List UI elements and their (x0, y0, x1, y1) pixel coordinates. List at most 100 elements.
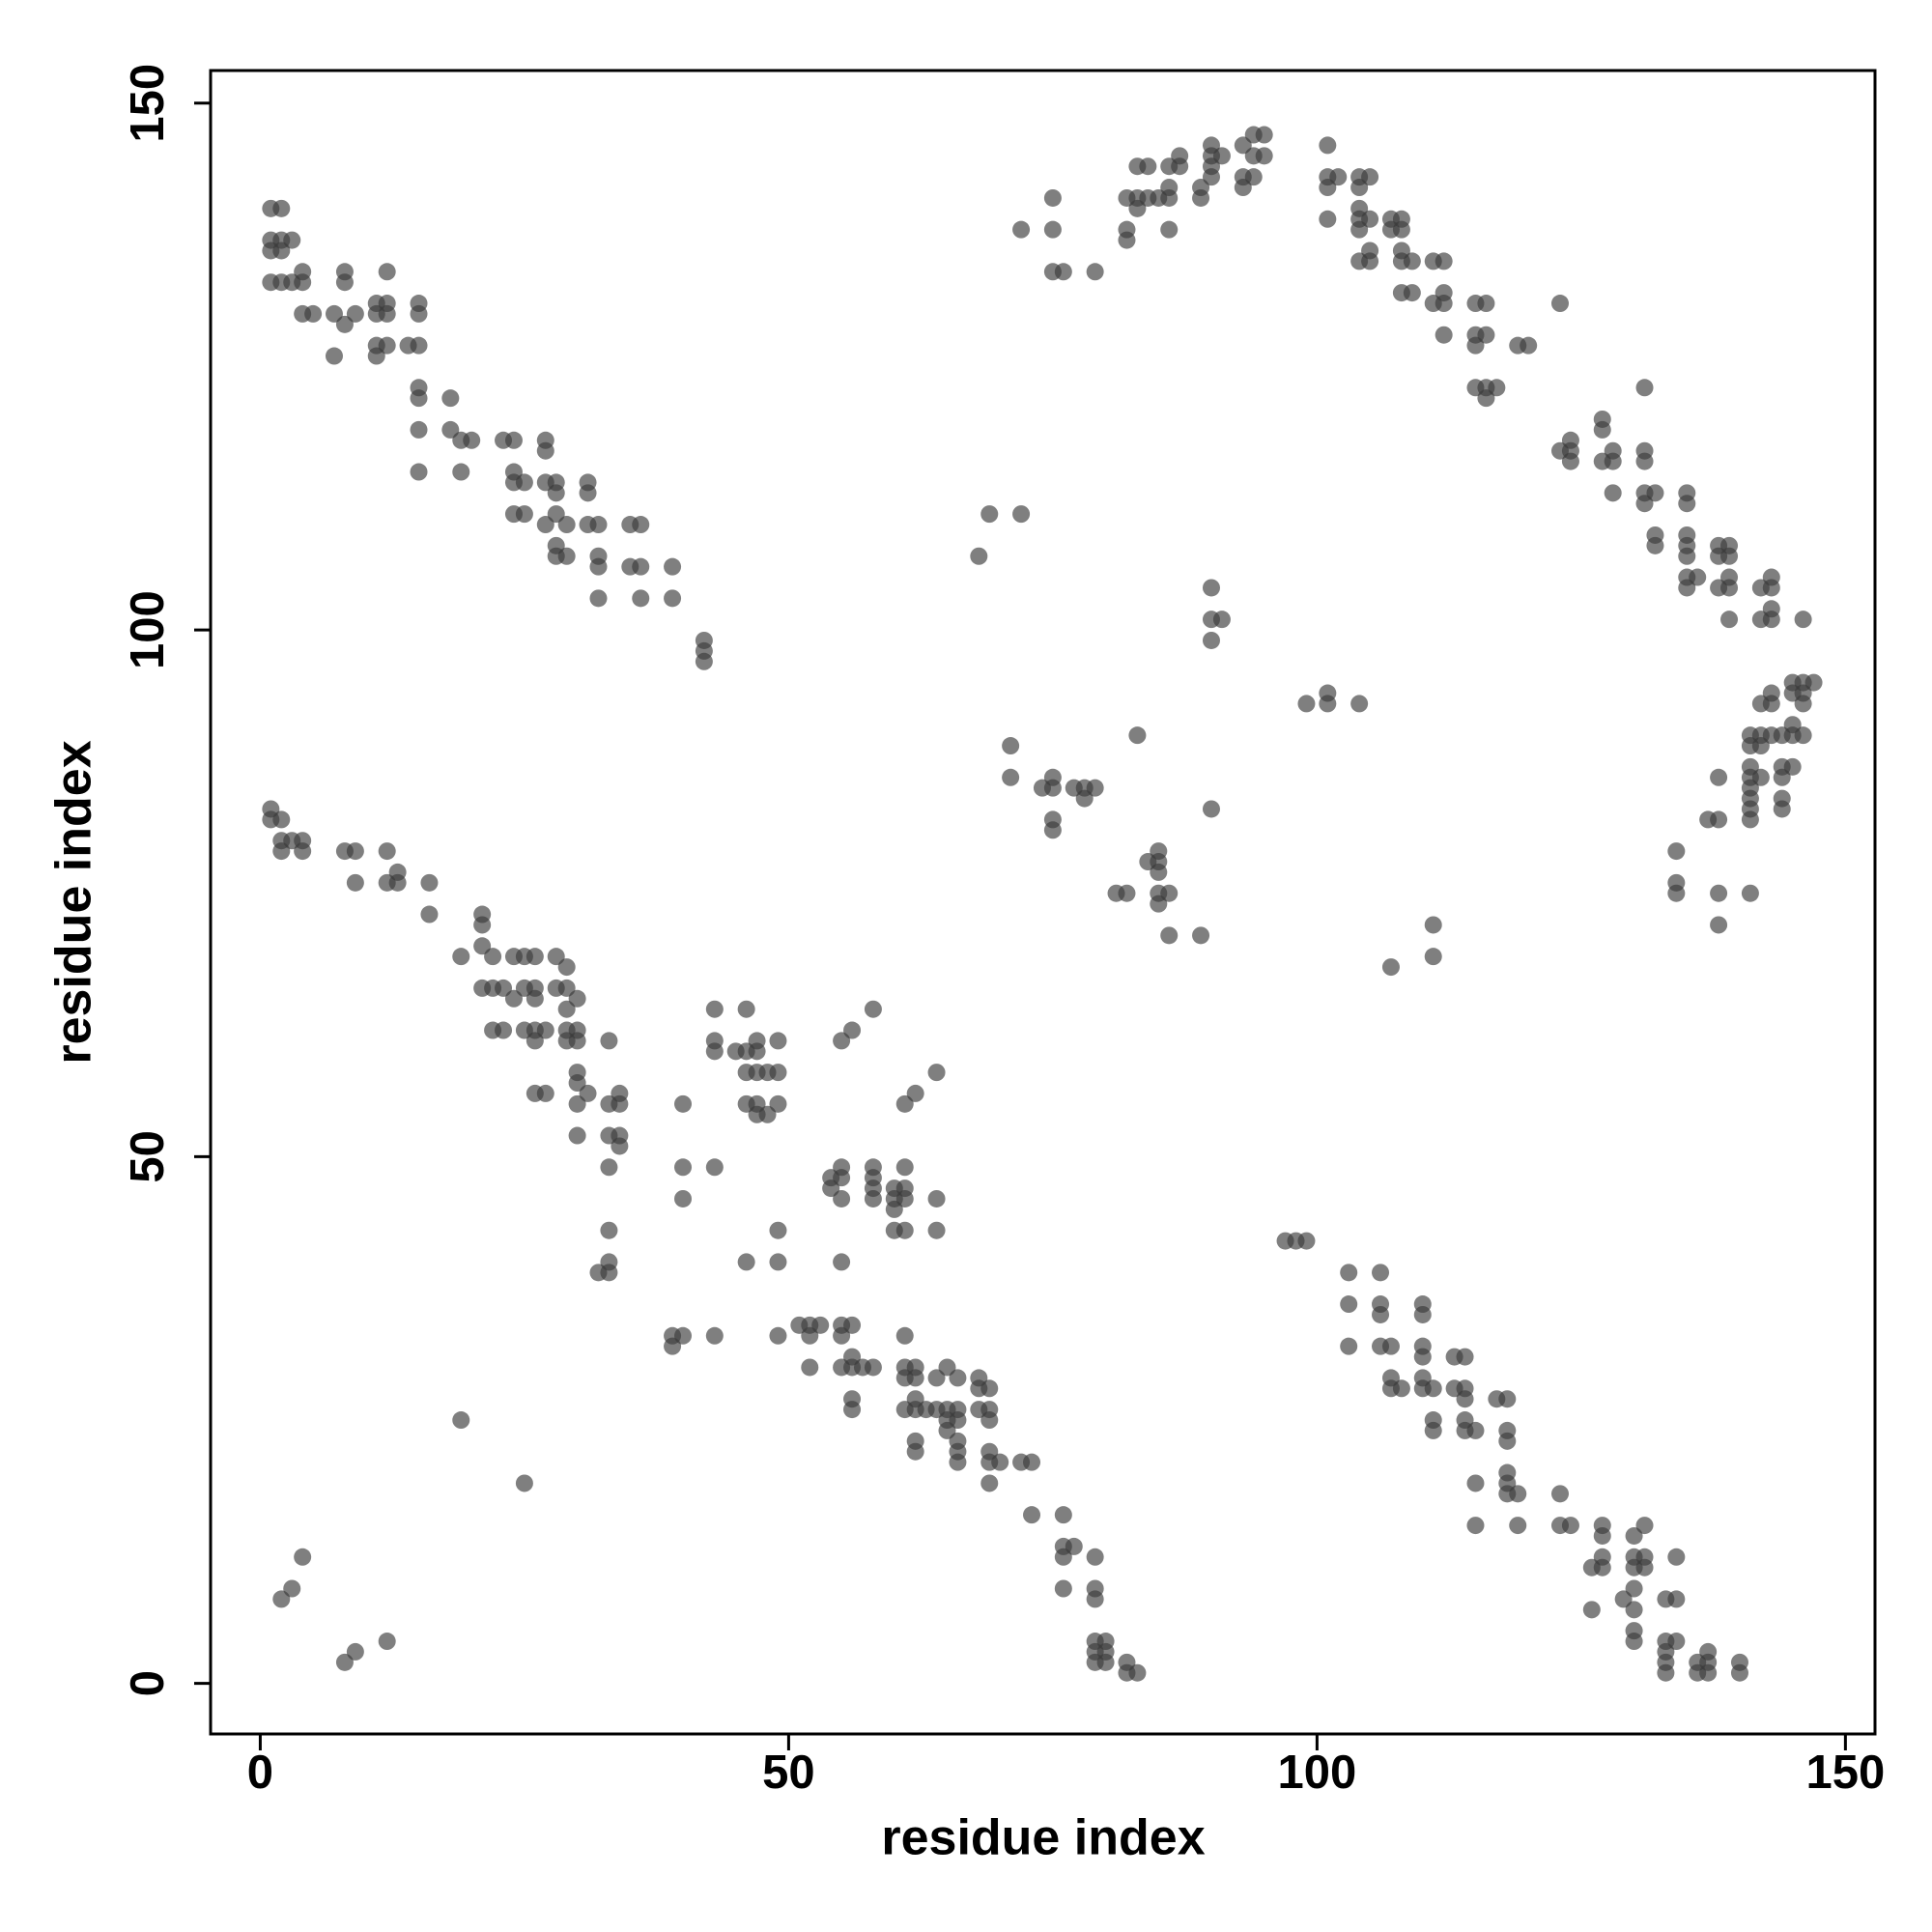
point (1477, 326, 1495, 344)
point (1762, 611, 1780, 629)
point (1720, 547, 1739, 565)
point (632, 557, 650, 576)
point (526, 1032, 544, 1050)
point (906, 1369, 924, 1387)
point (769, 1064, 787, 1082)
point (801, 1326, 819, 1345)
point (1456, 1390, 1474, 1408)
point (705, 1000, 724, 1018)
point (1150, 895, 1168, 913)
x-axis-title: residue index (881, 1810, 1205, 1866)
point (283, 231, 301, 249)
point (664, 557, 682, 576)
x-tick-label: 0 (247, 1747, 273, 1799)
point (1625, 1633, 1643, 1651)
point (1635, 495, 1654, 513)
point (1509, 1485, 1527, 1503)
point (410, 420, 428, 439)
point (1160, 884, 1179, 902)
point (1128, 1663, 1147, 1682)
point (1678, 547, 1696, 565)
point (1773, 768, 1791, 786)
point (611, 1094, 629, 1113)
point (1202, 168, 1220, 186)
point (1139, 157, 1157, 176)
point (1413, 1348, 1432, 1366)
point (410, 336, 428, 355)
point (906, 1084, 924, 1102)
point (1350, 179, 1369, 197)
point (557, 1000, 576, 1018)
point (526, 989, 544, 1008)
point (388, 873, 407, 892)
point (1646, 536, 1664, 554)
point (473, 916, 492, 934)
point (1635, 452, 1654, 470)
point (864, 1189, 882, 1208)
point (1435, 326, 1453, 344)
point (600, 1032, 618, 1050)
point (1319, 179, 1337, 197)
point (1361, 168, 1379, 186)
point (1604, 452, 1622, 470)
point (600, 1221, 618, 1239)
point (1096, 1653, 1115, 1671)
point (769, 1221, 787, 1239)
point (1646, 484, 1664, 502)
point (1625, 1579, 1643, 1598)
point (547, 484, 565, 502)
point (1118, 231, 1136, 249)
point (1160, 220, 1179, 239)
point (335, 1653, 354, 1671)
point (980, 505, 999, 524)
point (632, 516, 650, 534)
point (664, 1337, 682, 1355)
point (495, 1021, 513, 1039)
point (1710, 884, 1728, 902)
point (484, 948, 502, 966)
point (441, 389, 460, 408)
point (1689, 568, 1707, 586)
point (833, 1326, 851, 1345)
point (473, 937, 492, 955)
point (1614, 1590, 1633, 1608)
point (885, 1200, 903, 1218)
point (1424, 948, 1442, 966)
point (822, 1179, 840, 1198)
point (515, 505, 533, 524)
point (515, 473, 533, 492)
point (769, 1253, 787, 1271)
point (1604, 484, 1622, 502)
point (949, 1411, 967, 1430)
point (1297, 695, 1316, 713)
point (325, 347, 343, 365)
point (1054, 1506, 1072, 1524)
point (378, 304, 396, 323)
point (895, 1326, 914, 1345)
point (980, 1474, 999, 1492)
point (1477, 295, 1495, 313)
point (1023, 1506, 1041, 1524)
point (1202, 579, 1220, 597)
point (1657, 1663, 1675, 1682)
point (1192, 926, 1210, 945)
point (632, 589, 650, 608)
point (589, 516, 608, 534)
point (420, 873, 439, 892)
point (557, 958, 576, 977)
point (991, 1453, 1009, 1471)
point (504, 989, 523, 1008)
point (1488, 379, 1506, 397)
point (1202, 800, 1220, 818)
point (1667, 884, 1686, 902)
point (557, 547, 576, 565)
point (1065, 1537, 1083, 1555)
point (1466, 336, 1485, 355)
point (1678, 495, 1696, 513)
point (272, 810, 291, 829)
point (568, 1126, 586, 1145)
plot-frame (209, 69, 1877, 1736)
point (1033, 779, 1051, 797)
point (674, 1189, 693, 1208)
